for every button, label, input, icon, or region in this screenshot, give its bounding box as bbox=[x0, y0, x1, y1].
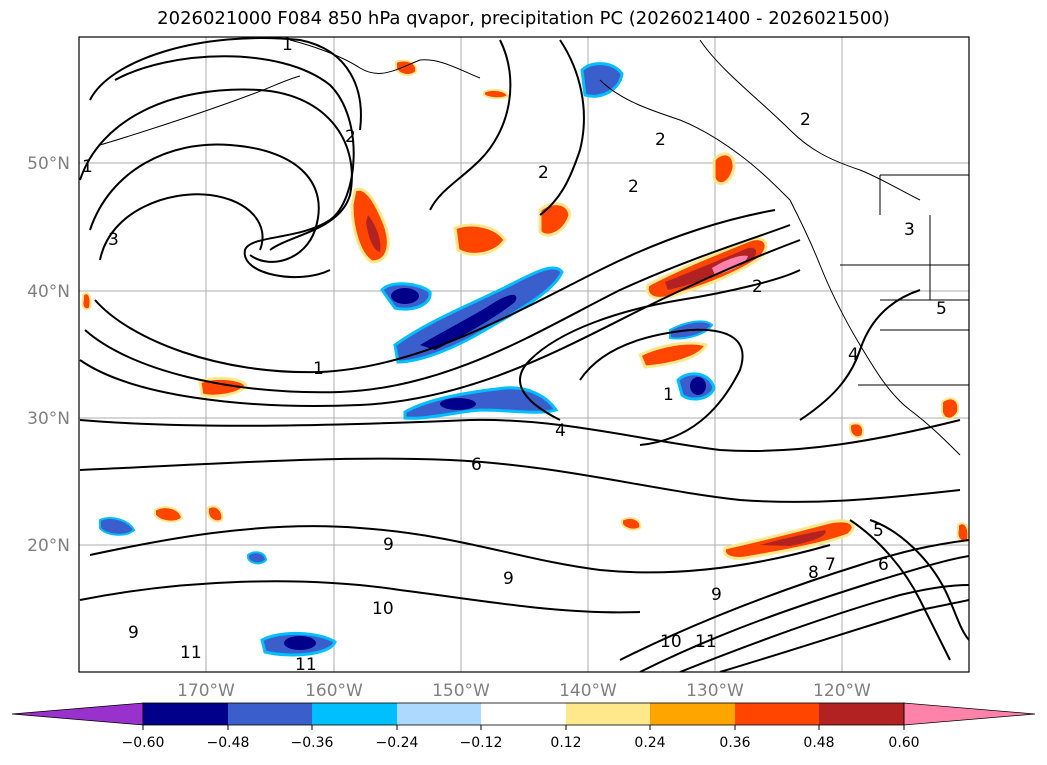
colorbar: −0.60 −0.48 −0.36 −0.24 −0.12 0.12 0.24 … bbox=[11, 702, 1036, 751]
contour-label: 11 bbox=[695, 632, 717, 652]
coastlines bbox=[99, 39, 969, 456]
contour-label: 11 bbox=[295, 655, 317, 675]
contour-label: 2 bbox=[345, 127, 356, 147]
colorbar-tick: −0.12 bbox=[460, 735, 503, 751]
colorbar-segment bbox=[735, 703, 819, 725]
lon-label: 120°W bbox=[813, 681, 871, 701]
contour-label: 1 bbox=[663, 385, 674, 405]
contour-label: 10 bbox=[372, 599, 394, 619]
colorbar-arrow-low bbox=[11, 702, 144, 726]
colorbar-tick: 0.60 bbox=[888, 735, 919, 751]
colorbar-segment bbox=[566, 703, 650, 725]
figure-title: 2026021000 F084 850 hPa qvapor, precipit… bbox=[157, 8, 890, 29]
colorbar-segment bbox=[228, 703, 312, 725]
contour-label: 1 bbox=[313, 359, 324, 379]
contour-label: 9 bbox=[503, 569, 514, 589]
contour-label: 9 bbox=[383, 535, 394, 555]
colorbar-tick: 0.24 bbox=[634, 735, 665, 751]
lat-label: 50°N bbox=[27, 154, 70, 174]
contour-label: 5 bbox=[936, 299, 947, 319]
lon-label: 170°W bbox=[177, 681, 235, 701]
colorbar-segment bbox=[819, 703, 904, 725]
contour-label: 5 bbox=[873, 521, 884, 541]
contour-labels: 1 1 1 2 2 2 2 2 3 3 4 4 5 5 6 6 7 8 9 9 … bbox=[82, 35, 947, 675]
contour-label: 2 bbox=[752, 277, 763, 297]
contour-label: 1 bbox=[282, 35, 293, 55]
colorbar-tick: −0.60 bbox=[122, 735, 165, 751]
contour-label: 6 bbox=[471, 455, 482, 475]
colorbar-arrow-high bbox=[903, 702, 1036, 726]
colorbar-tick: 0.12 bbox=[550, 735, 581, 751]
map-panel: 1 1 1 2 2 2 2 2 3 3 4 4 5 5 6 6 7 8 9 9 … bbox=[79, 35, 969, 675]
contour-label: 3 bbox=[108, 230, 119, 250]
contour-label: 2 bbox=[628, 177, 639, 197]
contour-label: 2 bbox=[800, 110, 811, 130]
lon-label: 140°W bbox=[559, 681, 617, 701]
contour-label: 3 bbox=[904, 220, 915, 240]
lon-label: 130°W bbox=[686, 681, 744, 701]
precip-band-negative-2 bbox=[403, 386, 559, 420]
contour-label: 2 bbox=[655, 130, 666, 150]
lon-labels: 170°W 160°W 150°W 140°W 130°W 120°W bbox=[177, 681, 871, 701]
contour-label: 6 bbox=[878, 555, 889, 575]
lat-labels: 50°N 40°N 30°N 20°N bbox=[27, 154, 70, 556]
contours bbox=[79, 37, 969, 672]
colorbar-tick: 0.48 bbox=[803, 735, 834, 751]
colorbar-tick: −0.24 bbox=[376, 735, 419, 751]
map-frame bbox=[78, 36, 970, 673]
colorbar-segment bbox=[312, 703, 397, 725]
contour-label: 9 bbox=[128, 623, 139, 643]
colorbar-tick: 0.36 bbox=[719, 735, 750, 751]
contour-label: 2 bbox=[538, 163, 549, 183]
contour-label: 10 bbox=[660, 632, 682, 652]
contour-label: 1 bbox=[82, 157, 93, 177]
contour-label: 11 bbox=[180, 643, 202, 663]
colorbar-tick: −0.48 bbox=[207, 735, 250, 751]
contour-label: 4 bbox=[848, 345, 859, 365]
lon-label: 160°W bbox=[305, 681, 363, 701]
colorbar-segment bbox=[397, 703, 481, 725]
contour-label: 4 bbox=[555, 421, 566, 441]
colorbar-segment bbox=[481, 703, 566, 725]
colorbar-segment bbox=[650, 703, 735, 725]
contour-label: 9 bbox=[711, 585, 722, 605]
colorbar-segment bbox=[143, 703, 228, 725]
lon-label: 150°W bbox=[432, 681, 490, 701]
contour-label: 7 bbox=[825, 555, 836, 575]
lat-label: 30°N bbox=[27, 409, 70, 429]
lat-label: 20°N bbox=[27, 536, 70, 556]
colorbar-tick: −0.36 bbox=[291, 735, 334, 751]
lat-label: 40°N bbox=[27, 282, 70, 302]
contour-label: 8 bbox=[808, 563, 819, 583]
